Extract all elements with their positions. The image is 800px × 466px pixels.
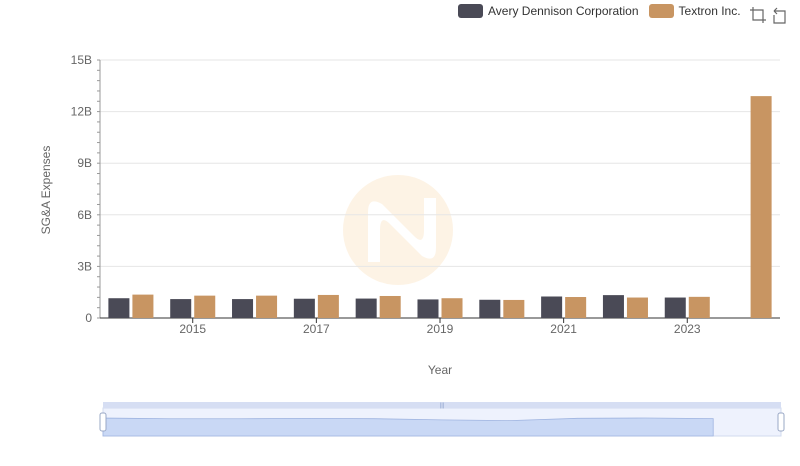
logo-watermark-icon (343, 175, 453, 285)
bar-avery (479, 299, 501, 318)
restore-icon[interactable] (770, 6, 788, 24)
bar-avery (664, 297, 686, 318)
legend-swatch-textron (648, 4, 674, 18)
bar-avery (108, 298, 130, 318)
x-tick-label: 2017 (303, 322, 330, 336)
data-zoom-right-handle[interactable] (777, 412, 785, 432)
data-zoom-icon[interactable] (749, 6, 767, 24)
y-tick-label: 6B (77, 208, 92, 222)
bar-textron (132, 294, 154, 318)
bar-textron (688, 296, 710, 318)
bar-textron (750, 96, 772, 319)
bar-textron (626, 297, 648, 318)
bar-avery (541, 296, 563, 318)
x-tick-label: 2019 (427, 322, 454, 336)
bars (108, 96, 772, 319)
y-tick-label: 3B (77, 259, 92, 273)
toolbox (746, 6, 788, 24)
bar-avery (355, 298, 377, 318)
data-zoom-handle-bar[interactable] (103, 402, 781, 408)
legend-label-avery: Avery Dennison Corporation (488, 4, 639, 18)
bar-textron (256, 295, 278, 318)
legend-swatch-avery (458, 4, 483, 18)
bar-avery (232, 299, 254, 318)
bar-avery (293, 298, 315, 318)
x-tick-label: 2023 (674, 322, 701, 336)
data-zoom-overview-area (102, 417, 714, 437)
y-tick-label: 15B (71, 53, 92, 67)
data-zoom-left-handle[interactable] (99, 412, 107, 432)
bar-avery (602, 295, 624, 318)
legend-label-textron: Textron Inc. (678, 4, 741, 18)
y-tick-label: 12B (71, 105, 92, 119)
legend-item-textron[interactable]: Textron Inc. (648, 4, 741, 18)
legend-item-avery[interactable]: Avery Dennison Corporation (458, 4, 639, 18)
x-tick-label: 2015 (179, 322, 206, 336)
x-axis: 2015 2017 2019 2021 2023 (100, 317, 780, 336)
bar-textron (565, 297, 587, 318)
bar-avery (170, 299, 192, 318)
y-tick-label: 9B (77, 156, 92, 170)
grid-lines (100, 59, 780, 267)
bar-avery (417, 299, 439, 318)
legend: Avery Dennison Corporation Textron Inc. (458, 4, 751, 18)
bar-textron (441, 298, 463, 318)
bar-textron (379, 295, 401, 318)
data-zoom-slider[interactable]: ||| (99, 402, 785, 437)
y-axis: 0 3B 6B 9B 12B 15B (71, 53, 101, 325)
data-zoom-grip-icon: ||| (440, 403, 445, 409)
x-axis-title: Year (428, 363, 452, 377)
bar-textron (194, 295, 216, 318)
bar-textron (503, 299, 525, 318)
bar-textron (317, 294, 339, 318)
y-axis-title: SG&A Expenses (39, 146, 53, 235)
y-tick-label: 0 (85, 311, 92, 325)
x-tick-label: 2021 (550, 322, 577, 336)
